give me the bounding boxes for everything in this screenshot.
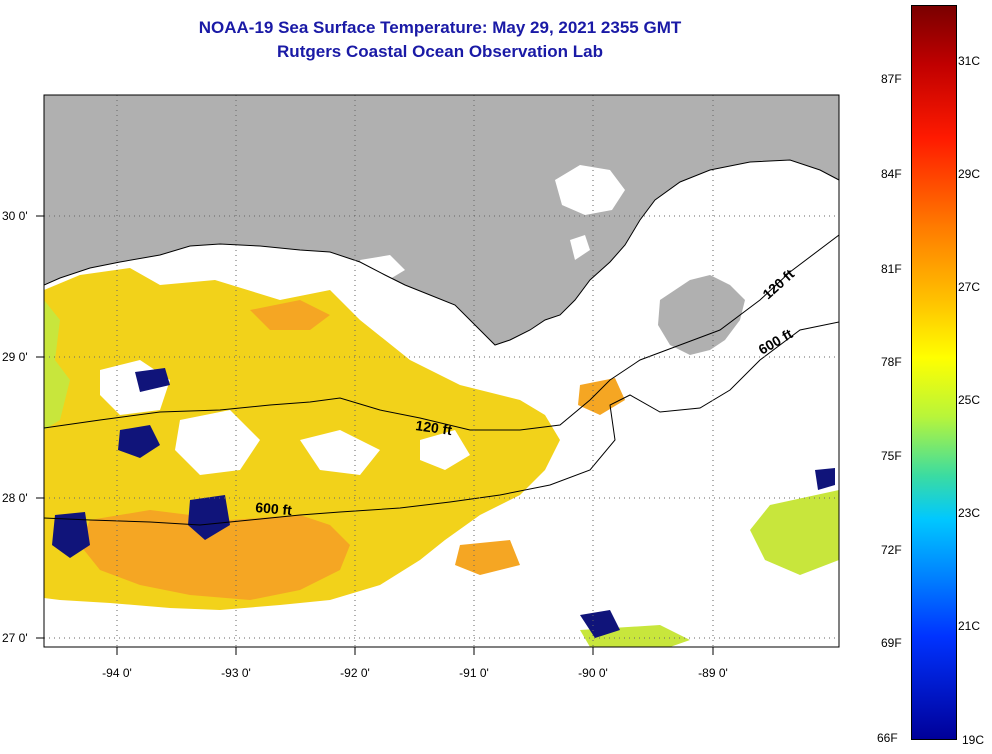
isobath-600ft xyxy=(44,321,839,526)
cold-patch xyxy=(580,610,620,638)
coastline xyxy=(44,159,839,346)
isobath-label: 600 ft xyxy=(255,499,293,518)
cloud-gap xyxy=(300,430,380,475)
lat-label: 29 0' xyxy=(2,350,28,364)
cold-patch xyxy=(118,425,160,458)
colorbar-c-label: 19C xyxy=(962,733,985,747)
colorbar-c-label: 31C xyxy=(958,54,981,68)
lon-label: -94 0' xyxy=(102,666,132,680)
colorbar-f-label: 72F xyxy=(881,543,902,557)
sst-map: -94 0' -93 0' -92 0' -91 0' -90 0' -89 0… xyxy=(2,94,840,680)
colorbar-f-label: 81F xyxy=(881,262,902,276)
sst-cool-water xyxy=(750,490,839,575)
lat-label: 30 0' xyxy=(2,209,28,223)
lake xyxy=(360,255,405,282)
land xyxy=(44,95,839,345)
delta-land xyxy=(658,275,745,355)
chart-subtitle: Rutgers Coastal Ocean Observation Lab xyxy=(277,42,603,61)
sst-orange-patch xyxy=(578,378,625,415)
colorbar-f-label: 84F xyxy=(881,167,902,181)
cloud-gap xyxy=(175,410,260,475)
isobath-120ft xyxy=(44,234,839,431)
colorbar-c-label: 21C xyxy=(958,619,981,633)
lake xyxy=(555,165,625,215)
colorbar-f-label: 69F xyxy=(881,636,902,650)
colorbar-f-label: 87F xyxy=(881,72,902,86)
cold-patch xyxy=(52,512,90,558)
sst-cool-water xyxy=(44,300,70,430)
map-border xyxy=(43,94,840,648)
lon-label: -91 0' xyxy=(459,666,489,680)
chart-title: NOAA-19 Sea Surface Temperature: May 29,… xyxy=(198,18,682,37)
temperature-colorbar xyxy=(911,5,957,740)
cold-patch xyxy=(135,368,170,392)
lake xyxy=(570,235,590,260)
colorbar-c-label: 29C xyxy=(958,167,981,181)
lat-label: 28 0' xyxy=(2,491,28,505)
colorbar-c-label: 23C xyxy=(958,506,981,520)
colorbar-c-label: 27C xyxy=(958,280,981,294)
cold-patch xyxy=(188,495,230,540)
isobath-label: 120 ft xyxy=(415,417,454,438)
sst-warm-strip xyxy=(250,300,330,330)
lat-label: 27 0' xyxy=(2,631,28,645)
lon-label: -90 0' xyxy=(578,666,608,680)
lat-lon-grid xyxy=(44,95,839,647)
sst-warm-water xyxy=(80,510,350,600)
cold-patch xyxy=(815,468,835,490)
lon-label: -93 0' xyxy=(221,666,251,680)
sst-warm-strip xyxy=(455,540,520,575)
colorbar-f-label: 78F xyxy=(881,355,902,369)
axis-ticks xyxy=(36,215,714,655)
colorbar-c-label: 25C xyxy=(958,393,981,407)
lon-label: -89 0' xyxy=(698,666,728,680)
colorbar-f-label: 66F xyxy=(877,731,898,745)
colorbar-f-label: 75F xyxy=(881,449,902,463)
cloud-gap xyxy=(420,430,470,470)
lon-label: -92 0' xyxy=(340,666,370,680)
